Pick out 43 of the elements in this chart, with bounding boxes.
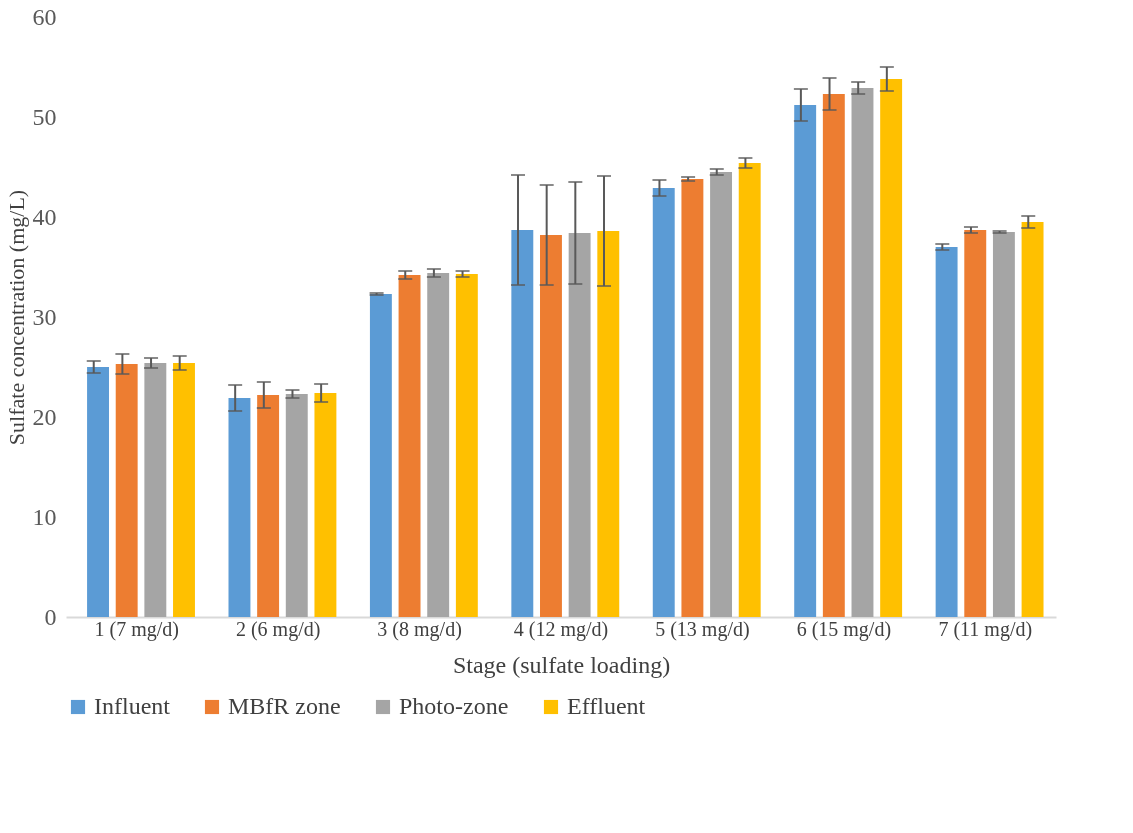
x-tick-label: 6 (15 mg/d) [796, 617, 892, 641]
bar [115, 364, 138, 617]
y-tick-label: 50 [32, 103, 57, 130]
bar [1021, 222, 1044, 617]
legend-label: MBfR zone [228, 693, 341, 719]
bar [597, 231, 620, 617]
x-tick-label: 5 (13 mg/d) [655, 617, 750, 641]
bar [851, 88, 874, 617]
y-tick-label: 60 [32, 3, 57, 30]
x-tick-label: 7 (11 mg/d) [938, 617, 1033, 641]
bar [822, 94, 845, 617]
bar [794, 105, 817, 617]
x-tick-label: 4 (12 mg/d) [513, 617, 609, 641]
legend-label: Effluent [567, 693, 646, 719]
x-tick-label: 2 (6 mg/d) [235, 617, 321, 641]
y-tick-label: 30 [32, 303, 57, 330]
y-tick-label: 20 [32, 403, 57, 430]
bar [228, 398, 251, 617]
bar [992, 232, 1015, 617]
bar [511, 230, 534, 617]
legend-label: Photo-zone [399, 693, 509, 719]
bar [427, 273, 450, 617]
y-tick-label: 40 [32, 203, 57, 230]
x-axis-title: Stage (sulfate loading) [452, 651, 671, 678]
bar [87, 367, 109, 617]
y-tick-label: 0 [44, 603, 57, 630]
y-tick-label: 10 [32, 503, 57, 530]
bar [880, 79, 903, 617]
bar [257, 395, 280, 617]
y-axis-title: Sulfate concentration (mg/L) [3, 189, 29, 446]
bar [369, 294, 392, 617]
bar [314, 393, 337, 617]
legend-label: Influent [94, 693, 171, 719]
bar [652, 188, 675, 617]
bar [285, 394, 308, 617]
bar [398, 275, 421, 617]
bar [738, 163, 761, 617]
bar [540, 235, 562, 617]
x-tick-label: 3 (8 mg/d) [377, 617, 462, 641]
bar [144, 363, 167, 617]
x-tick-label: 1 (7 mg/d) [94, 617, 179, 641]
bar [568, 233, 591, 617]
bar [173, 363, 195, 617]
